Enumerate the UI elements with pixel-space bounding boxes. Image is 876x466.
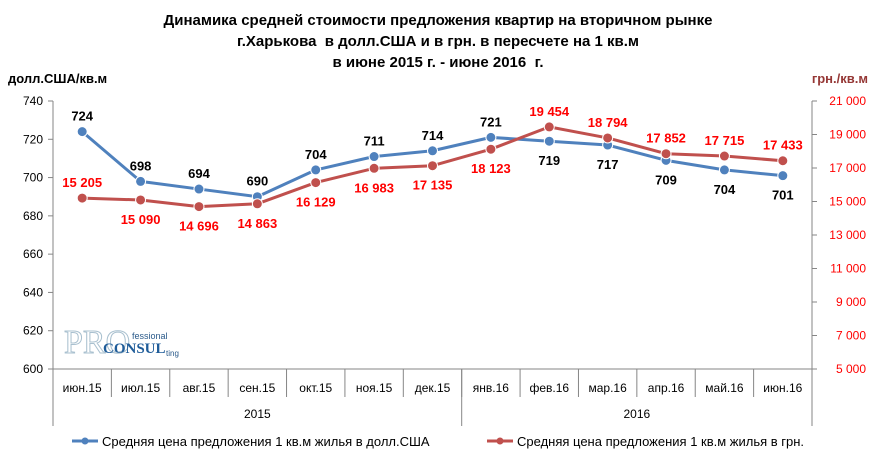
x-tick-label: апр.16 — [648, 381, 685, 395]
data-point — [718, 164, 730, 176]
y-tick-label: 600 — [23, 362, 43, 376]
y-tick-label: 660 — [23, 247, 43, 261]
data-point — [310, 164, 322, 176]
y2-tick-label: 11 000 — [830, 262, 866, 276]
data-label: 717 — [597, 157, 619, 172]
logo-consul: CONSUL — [103, 341, 166, 357]
y-axis-title: долл.США/кв.м — [8, 71, 107, 86]
legend-point-marker — [81, 437, 89, 445]
data-point — [76, 192, 88, 204]
data-point — [135, 194, 147, 206]
x-tick-label: май.16 — [705, 381, 744, 395]
data-label: 690 — [246, 174, 268, 189]
legend-label: Средняя цена предложения 1 кв.м жилья в … — [517, 434, 804, 449]
data-point — [660, 148, 672, 160]
x-tick-label: июн.15 — [63, 381, 102, 395]
data-point — [193, 201, 205, 213]
data-label: 714 — [422, 128, 444, 143]
data-label: 701 — [772, 188, 794, 203]
x-tick-label: окт.15 — [299, 381, 332, 395]
y2-tick-label: 13 000 — [829, 228, 866, 242]
data-label: 18 123 — [471, 161, 511, 176]
y2-tick-label: 17 000 — [829, 161, 866, 175]
data-label: 709 — [655, 172, 677, 187]
year-label: 2015 — [244, 407, 271, 421]
data-label: 721 — [480, 114, 502, 129]
x-tick-label: июн.16 — [763, 381, 802, 395]
data-point — [76, 126, 88, 138]
y2-tick-label: 19 000 — [829, 128, 866, 142]
data-point — [193, 183, 205, 195]
title-line: в июне 2015 г. - июне 2016 г. — [332, 54, 544, 71]
data-label: 15 090 — [121, 212, 161, 227]
data-label: 724 — [71, 109, 93, 124]
chart-title: Динамика средней стоимости предложения к… — [0, 10, 876, 73]
y-tick-label: 720 — [23, 132, 43, 146]
data-label: 17 433 — [763, 138, 803, 153]
y-tick-label: 700 — [23, 171, 43, 185]
data-label: 17 135 — [413, 178, 453, 193]
data-label: 719 — [538, 153, 560, 168]
data-label: 16 983 — [354, 180, 394, 195]
logo-fessional: fessional — [132, 331, 168, 341]
data-label: 14 696 — [179, 219, 219, 234]
y2-axis-title: грн./кв.м — [812, 71, 868, 86]
data-point — [777, 170, 789, 182]
x-tick-label: июл.15 — [121, 381, 160, 395]
data-point — [427, 145, 438, 157]
data-point — [718, 150, 730, 162]
x-tick-label: сен.15 — [239, 381, 275, 395]
data-point — [135, 175, 147, 187]
data-label: 694 — [188, 166, 210, 181]
data-point — [368, 151, 380, 163]
data-point — [543, 135, 555, 147]
x-tick-label: авг.15 — [183, 381, 216, 395]
x-tick-label: янв.16 — [473, 381, 510, 395]
y-tick-label: 620 — [23, 324, 43, 338]
year-label: 2016 — [623, 407, 650, 421]
data-label: 698 — [130, 158, 152, 173]
data-label: 704 — [305, 147, 327, 162]
legend-label: Средняя цена предложения 1 кв.м жилья в … — [102, 434, 430, 449]
data-label: 18 794 — [588, 115, 629, 130]
y2-tick-label: 9 000 — [836, 295, 866, 309]
x-tick-label: мар.16 — [589, 381, 628, 395]
legend-point-marker — [496, 437, 504, 445]
data-label: 17 852 — [646, 131, 686, 146]
data-label: 17 715 — [705, 133, 745, 148]
y2-tick-label: 21 000 — [829, 94, 866, 108]
data-label: 704 — [714, 182, 736, 197]
data-point — [251, 198, 263, 210]
x-tick-label: дек.15 — [415, 381, 451, 395]
data-point — [368, 162, 380, 174]
y2-tick-label: 5 000 — [836, 362, 866, 376]
data-point — [602, 132, 614, 144]
data-label: 711 — [364, 134, 385, 149]
x-tick-label: ноя.15 — [356, 381, 393, 395]
y-tick-label: 680 — [23, 209, 43, 223]
y-tick-label: 740 — [23, 94, 43, 108]
y2-tick-label: 7 000 — [836, 329, 866, 343]
data-point — [485, 131, 497, 143]
data-label: 19 454 — [529, 104, 570, 119]
x-tick-label: фев.16 — [529, 381, 569, 395]
data-point — [310, 177, 322, 189]
data-point — [543, 121, 555, 133]
data-label: 14 863 — [237, 216, 277, 231]
logo-pro: PRO — [64, 324, 130, 361]
y2-tick-label: 15 000 — [829, 195, 866, 209]
data-point — [777, 155, 789, 167]
data-point — [485, 143, 497, 155]
logo-ting: ting — [166, 349, 179, 358]
data-label: 15 205 — [62, 175, 102, 190]
data-point — [427, 160, 438, 172]
y-tick-label: 640 — [23, 285, 43, 299]
title-line: Динамика средней стоимости предложения к… — [163, 12, 713, 29]
title-line: г.Харькова в долл.США и в грн. в пересче… — [236, 33, 640, 50]
data-label: 16 129 — [296, 195, 336, 210]
